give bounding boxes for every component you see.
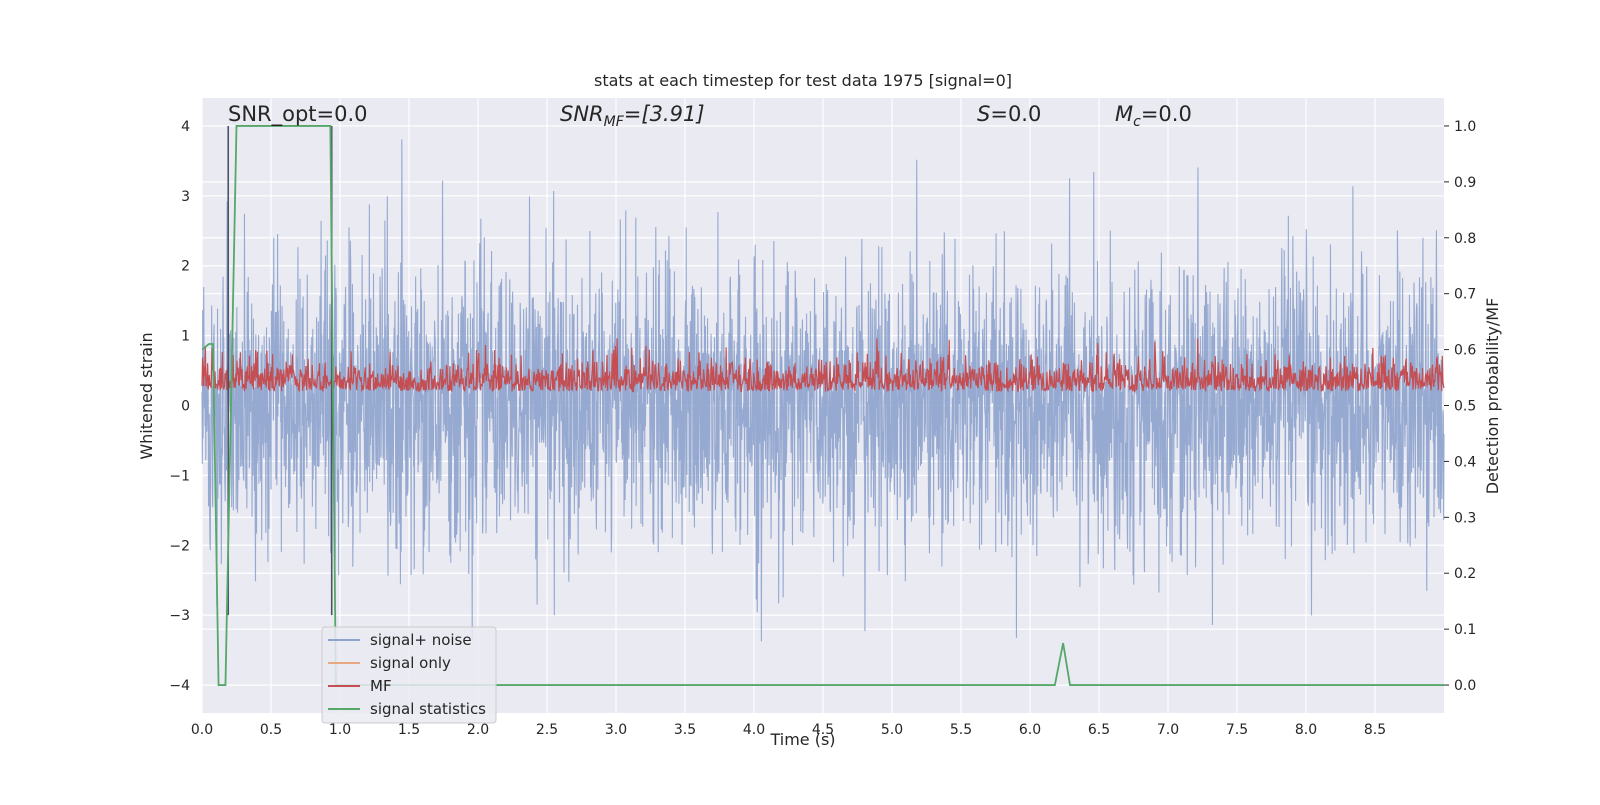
x-tick-label: 5.5 bbox=[950, 722, 972, 738]
x-tick-label: 1.0 bbox=[329, 722, 351, 738]
mf-line bbox=[201, 338, 1445, 394]
x-tick-label: 4.0 bbox=[743, 722, 765, 738]
y-right-tick-label: 0.7 bbox=[1454, 287, 1476, 303]
y-left-tick-label: −1 bbox=[169, 468, 190, 484]
series-mf bbox=[201, 338, 1445, 394]
x-tick-label: 7.5 bbox=[1226, 722, 1248, 738]
x-tick-label: 2.5 bbox=[536, 722, 558, 738]
y-right-tick-label: 0.0 bbox=[1454, 678, 1476, 694]
y-left-tick-label: 1 bbox=[181, 329, 190, 345]
x-tick-labels: 0.0 0.5 1.0 1.5 2.0 2.5 3.0 3.5 4.0 4.5 5.0 5.5 6.0 6… bbox=[191, 722, 1386, 738]
x-tick-label: 5.0 bbox=[881, 722, 903, 738]
y-right-tick-label: 1.0 bbox=[1454, 119, 1476, 135]
legend-label-signal-noise: signal+ noise bbox=[370, 631, 472, 649]
y-left-tick-label: 3 bbox=[181, 189, 190, 205]
annotation-mc-sub: c bbox=[1133, 114, 1141, 130]
y-right-tick-label: 0.5 bbox=[1454, 399, 1476, 415]
annotation-s-value: =0.0 bbox=[990, 102, 1041, 126]
y-right-tick-label: 0.1 bbox=[1454, 622, 1476, 638]
x-tick-label: 7.0 bbox=[1157, 722, 1179, 738]
legend: signal+ noise signal only MF signal stat… bbox=[321, 626, 497, 724]
y-right-tick-label: 0.9 bbox=[1454, 175, 1476, 191]
legend-label-signal-only: signal only bbox=[370, 654, 451, 672]
x-tick-label: 6.5 bbox=[1088, 722, 1110, 738]
annotation-snr-mf: SNRMF=[3.91] bbox=[560, 102, 705, 130]
y-left-tick-label: −2 bbox=[169, 538, 190, 554]
x-tick-label: 3.0 bbox=[605, 722, 627, 738]
x-tick-label: 8.5 bbox=[1364, 722, 1386, 738]
chart-title: stats at each timestep for test data 197… bbox=[594, 71, 1012, 90]
y-right-tick-label: 0.2 bbox=[1454, 566, 1476, 582]
y-right-tick-label: 0.8 bbox=[1454, 231, 1476, 247]
annotation-snr-mf-value: =[3.91] bbox=[624, 102, 705, 126]
x-tick-label: 6.0 bbox=[1019, 722, 1041, 738]
annotation-s: S=0.0 bbox=[977, 102, 1041, 126]
signal-statistics-line bbox=[201, 125, 1444, 686]
y-right-tick-label: 0.6 bbox=[1454, 343, 1476, 359]
y-left-tick-label: −3 bbox=[169, 608, 190, 624]
signal-noise-line bbox=[201, 139, 1445, 642]
y-left-tick-label: −4 bbox=[169, 678, 190, 694]
annotation-snr-mf-sub: MF bbox=[604, 114, 625, 130]
annotation-snr-opt: SNR_opt=0.0 bbox=[228, 102, 368, 127]
y-axis-label-left: Whitened strain bbox=[137, 332, 156, 459]
y-left-tick-label: 4 bbox=[181, 119, 190, 135]
series-signal-noise bbox=[201, 139, 1445, 642]
y-axis-label-right: Detection probability/MF bbox=[1483, 298, 1502, 495]
x-tick-label: 1.5 bbox=[398, 722, 420, 738]
x-tick-label: 8.0 bbox=[1295, 722, 1317, 738]
annotation-s-main: S bbox=[977, 102, 990, 126]
annotation-mc-main: M bbox=[1115, 102, 1133, 126]
x-tick-label: 2.0 bbox=[467, 722, 489, 738]
x-tick-label: 0.0 bbox=[191, 722, 213, 738]
legend-label-signal-statistics: signal statistics bbox=[370, 700, 486, 718]
x-tick-label: 4.5 bbox=[812, 722, 834, 738]
y-left-tick-label: 2 bbox=[181, 259, 190, 275]
annotation-mc: Mc=0.0 bbox=[1115, 102, 1192, 130]
y-right-tick-label: 0.4 bbox=[1454, 454, 1476, 470]
x-tick-label: 3.5 bbox=[674, 722, 696, 738]
annotation-snr-mf-main: SNR bbox=[560, 102, 604, 126]
series-signal-statistics bbox=[201, 125, 1444, 686]
legend-box bbox=[321, 626, 497, 724]
x-tick-label: 0.5 bbox=[260, 722, 282, 738]
annotation-mc-value: =0.0 bbox=[1141, 102, 1192, 126]
legend-label-mf: MF bbox=[370, 677, 392, 695]
x-axis-label: Time (s) bbox=[769, 730, 835, 749]
y-left-tick-labels: −4 −3 −2 −1 0 1 2 3 4 bbox=[169, 119, 190, 694]
y-right-tick-label: 0.3 bbox=[1454, 510, 1476, 526]
y-left-tick-label: 0 bbox=[181, 399, 190, 415]
y-right-tick-labels: 0.0 0.1 0.2 0.3 0.4 0.5 0.6 0.7 0.8 0.9 1.0 bbox=[1444, 119, 1476, 694]
